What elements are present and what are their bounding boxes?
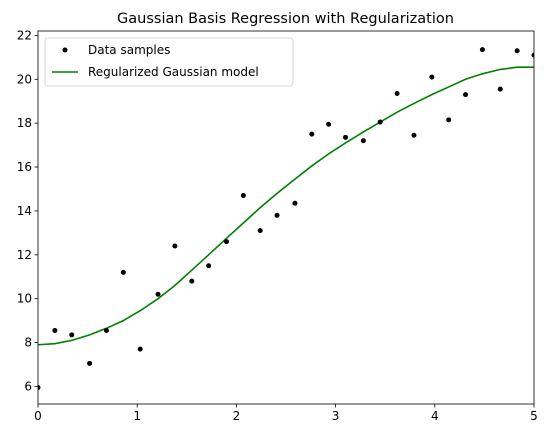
data-point [292,200,298,206]
data-point [189,278,195,284]
plot-area [38,47,534,391]
legend-label: Data samples [88,43,170,57]
data-point [120,269,126,275]
x-tick-label: 0 [34,409,42,423]
data-point [377,119,383,125]
legend-box [44,37,294,87]
data-point [429,74,435,80]
y-tick-label: 22 [17,28,32,42]
data-point [479,47,485,53]
data-point [103,327,109,333]
data-point [38,385,41,391]
legend: Data samples Regularized Gaussian model [44,37,294,87]
y-tick-label: 18 [17,116,32,130]
y-tick-label: 8 [24,336,32,350]
data-point [411,132,417,138]
x-tick-label: 1 [133,409,141,423]
data-point [223,239,229,245]
data-point [497,86,503,92]
data-point [463,92,469,98]
data-point [531,52,534,58]
x-tick-label: 3 [332,409,340,423]
data-point [206,263,212,269]
y-tick-label: 6 [24,379,32,393]
x-tick-label: 5 [530,409,538,423]
chart-title: Gaussian Basis Regression with Regulariz… [117,11,454,27]
data-point [172,243,178,249]
data-point [394,91,400,97]
legend-marker-dot [62,47,68,53]
plot-frame [37,30,535,405]
data-point [360,138,366,144]
data-point [69,332,75,338]
data-point [343,134,349,140]
y-tick-label: 12 [17,248,32,262]
data-point [87,360,93,366]
data-point [326,121,332,127]
x-tick-label: 4 [431,409,439,423]
legend-label: Regularized Gaussian model [88,65,259,79]
data-point [446,117,452,123]
y-tick-label: 14 [17,204,32,218]
data-point [514,48,520,54]
y-tick-label: 10 [17,292,32,306]
data-point [309,131,315,137]
series-line-regularized-gaussian-model [38,66,534,346]
data-point [240,193,246,199]
x-tick-label: 2 [233,409,241,423]
data-point [155,291,161,297]
y-tick-label: 20 [17,72,32,86]
data-point [274,212,280,218]
y-tick-label: 16 [17,160,32,174]
data-point [137,346,143,352]
data-point [52,327,58,333]
data-point [257,228,263,234]
